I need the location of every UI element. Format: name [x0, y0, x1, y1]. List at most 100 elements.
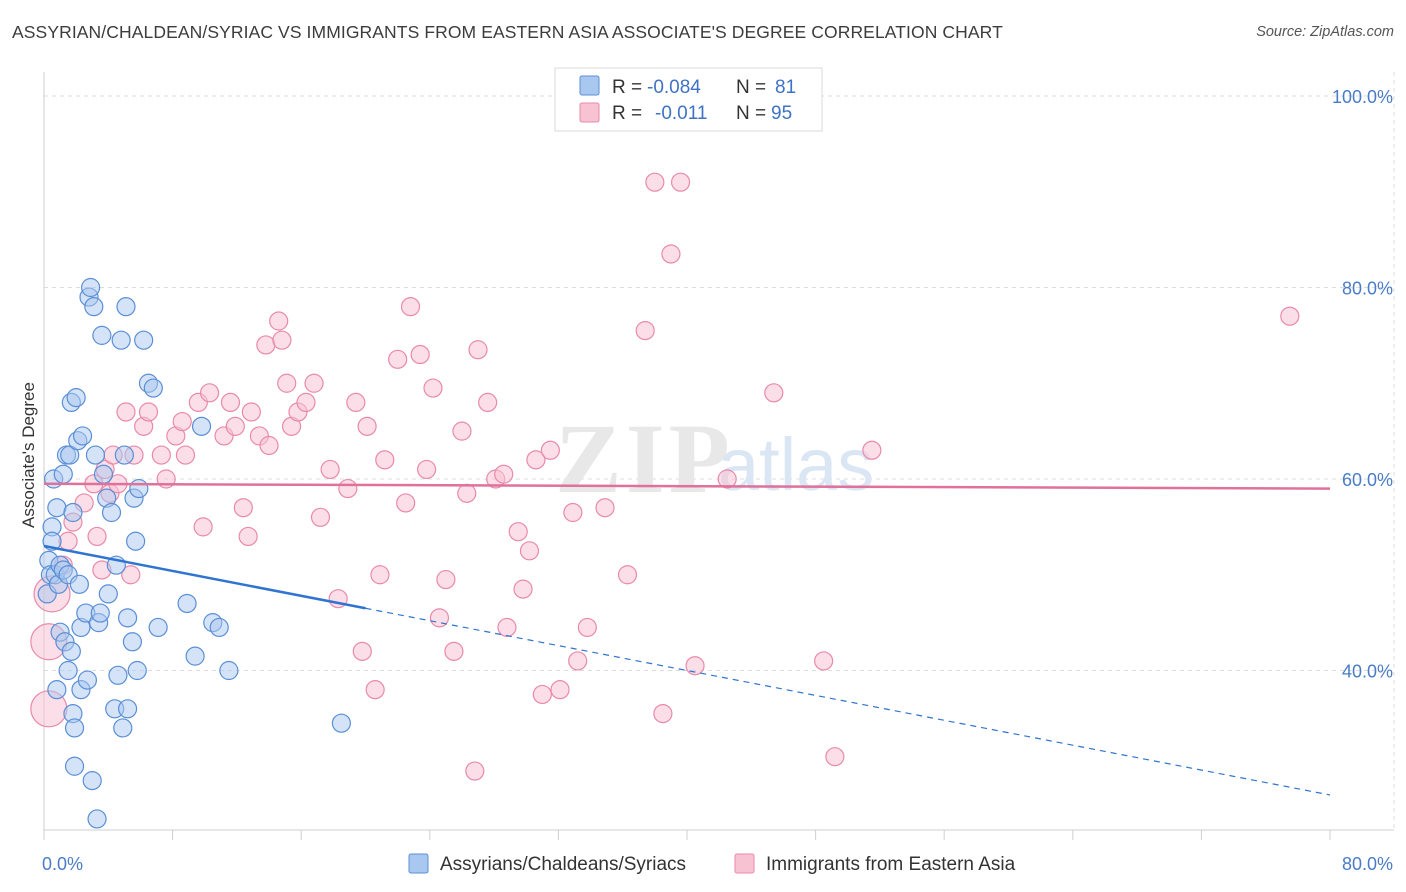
pink-point-83 [645, 172, 665, 192]
pink-point-62 [452, 421, 472, 441]
blue-point-64 [177, 593, 197, 614]
blue-point-66 [191, 416, 212, 436]
pink-point-51 [370, 565, 390, 585]
bottom-legend-swatch-blue [408, 853, 429, 874]
x-tick-label-80: 80.0% [1342, 854, 1393, 874]
pink-point-77 [563, 502, 583, 523]
series-eastern-asia [30, 172, 1300, 781]
legend-r-label-1: R = [612, 77, 642, 98]
pink-point-55 [400, 297, 421, 317]
legend-swatch-blue [579, 75, 600, 96]
pink-point-38 [277, 373, 297, 393]
blue-point-38 [87, 809, 107, 829]
blue-point-49 [111, 330, 131, 350]
pink-point-56 [410, 344, 430, 365]
blue-point-40 [90, 603, 110, 623]
legend-n-label-2: N = [736, 103, 766, 124]
blue-point-62 [143, 378, 163, 398]
pink-point-58 [423, 378, 443, 398]
blue-point-69 [219, 660, 239, 681]
pink-point-25 [193, 517, 213, 537]
pink-point-19 [151, 445, 171, 465]
pink-point-23 [175, 445, 196, 465]
pink-point-61 [444, 641, 464, 661]
pink-point-71 [513, 579, 533, 599]
pink-point-46 [338, 478, 358, 499]
y-tick-label-100: 100.0% [1332, 87, 1393, 107]
blue-point-41 [92, 325, 112, 345]
pink-point-43 [310, 507, 331, 527]
x-tick-label-0: 0.0% [42, 854, 83, 874]
pink-point-41 [296, 392, 316, 412]
pink-point-28 [220, 392, 241, 412]
pink-point-92 [862, 440, 882, 460]
pink-point-93 [1280, 306, 1300, 326]
blue-point-30 [72, 426, 93, 446]
pink-point-70 [508, 522, 528, 542]
legend-n-value-1: 81 [775, 77, 796, 98]
pink-point-37 [272, 330, 292, 350]
blue-point-50 [113, 718, 133, 738]
pink-point-26 [199, 383, 220, 403]
pink-point-47 [346, 392, 366, 412]
pink-point-65 [468, 340, 488, 360]
pink-point-60 [436, 569, 456, 590]
pink-point-64 [465, 761, 485, 781]
pink-point-90 [814, 651, 834, 671]
pink-point-57 [416, 459, 437, 480]
pink-point-86 [670, 172, 691, 192]
blue-point-22 [63, 502, 83, 523]
trend-line-assyrians-extension [365, 607, 1331, 796]
legend-n-value-2: 95 [771, 103, 792, 124]
pink-point-59 [429, 608, 450, 628]
pink-point-8 [87, 526, 107, 547]
blue-point-60 [134, 330, 154, 350]
correlation-legend: R = -0.084 N = 81 R = -0.011 N = 95 [554, 67, 823, 132]
blue-point-24 [64, 756, 85, 776]
bottom-legend-label-1: Assyrians/Chaldeans/Syriacs [440, 854, 686, 875]
y-axis-title: Associate's Degree [19, 382, 38, 528]
pink-point-36 [269, 311, 289, 331]
blue-point-44 [98, 584, 118, 604]
legend-r-value-2: -0.011 [655, 103, 707, 124]
blue-point-19 [61, 641, 81, 661]
blue-point-18 [60, 445, 80, 465]
blue-point-70 [331, 713, 351, 733]
pink-point-88 [717, 469, 737, 489]
blue-point-52 [116, 297, 136, 317]
blue-point-36 [84, 297, 104, 317]
pink-point-74 [532, 684, 552, 705]
pink-point-48 [352, 641, 372, 661]
watermark: ZIP atlas [555, 403, 874, 514]
pink-point-15 [121, 565, 141, 585]
bottom-legend-label-2: Immigrants from Eastern Asia [766, 854, 1016, 875]
blue-point-59 [129, 478, 149, 499]
tick-labels: 40.0% 60.0% 80.0% 100.0% 0.0% 80.0% [42, 87, 1393, 874]
pink-point-35 [259, 435, 279, 456]
pink-point-49 [357, 416, 377, 436]
source-label: Source: ZipAtlas.com [1256, 24, 1394, 40]
pink-point-73 [526, 450, 546, 470]
pink-point-53 [388, 349, 408, 369]
watermark-atlas: atlas [718, 423, 874, 506]
blue-point-57 [126, 531, 146, 551]
blue-point-35 [82, 771, 102, 791]
blue-point-23 [64, 718, 85, 738]
y-tick-label-40: 40.0% [1342, 662, 1393, 682]
blue-point-45 [101, 502, 122, 523]
pink-point-22 [172, 411, 192, 432]
blue-point-32 [77, 670, 98, 690]
pink-point-69 [497, 617, 517, 638]
pink-point-85 [661, 244, 681, 264]
pink-point-42 [304, 373, 324, 393]
pink-point-78 [568, 651, 588, 671]
blue-point-55 [122, 632, 143, 652]
blue-point-8 [47, 498, 67, 518]
blue-point-48 [108, 665, 128, 685]
trend-line-assyrians [43, 544, 366, 610]
legend-r-value-1: -0.084 [647, 77, 701, 98]
blue-point-34 [81, 277, 101, 298]
blue-point-65 [185, 646, 205, 666]
pink-point-31 [238, 526, 258, 547]
watermark-zip: ZIP [555, 403, 734, 514]
